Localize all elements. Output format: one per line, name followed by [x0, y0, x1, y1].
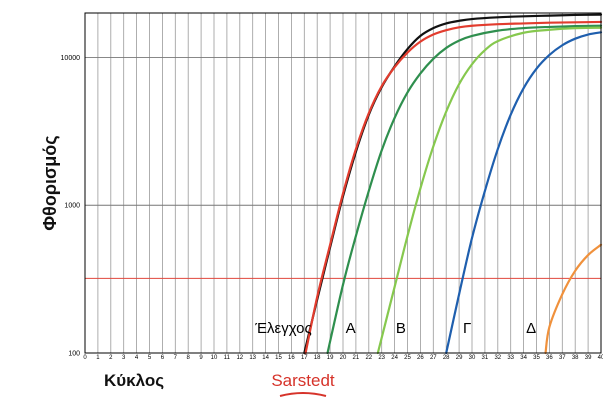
y-tick-labels: 100 1000 10000 [61, 55, 81, 358]
x-tick-label: 19 [327, 355, 334, 361]
x-tick-label: 32 [494, 355, 501, 361]
y-tick-label: 100 [68, 351, 80, 358]
x-tick-label: 1 [96, 355, 100, 361]
x-tick-label: 15 [275, 355, 282, 361]
grid [84, 13, 602, 354]
x-tick-label: 22 [365, 355, 372, 361]
brand-caption: Sarstedt [271, 371, 335, 390]
x-tick-label: 10 [211, 355, 218, 361]
x-tick-label: 8 [187, 355, 191, 361]
series-line-Γ [445, 31, 603, 355]
x-tick-label: 31 [482, 355, 489, 361]
x-axis-title: Κύκλος [104, 371, 164, 390]
series-label: B [396, 320, 406, 337]
x-tick-label: 9 [199, 355, 203, 361]
x-tick-label: 26 [417, 355, 424, 361]
x-tick-label: 23 [378, 355, 385, 361]
x-tick-label: 18 [314, 355, 321, 361]
series-label: Έλεγχος [254, 320, 312, 337]
series-line-A [326, 24, 603, 355]
x-tick-label: 7 [174, 355, 178, 361]
x-tick-label: 40 [598, 355, 603, 361]
series-label: A [346, 320, 356, 337]
series-label: Γ [463, 320, 471, 337]
x-tick-label: 24 [391, 355, 398, 361]
x-tick-label: 14 [262, 355, 269, 361]
series-line-Δ [544, 243, 603, 355]
x-tick-label: 36 [546, 355, 553, 361]
x-tick-label: 0 [83, 355, 87, 361]
x-tick-label: 37 [559, 355, 566, 361]
series-line-curve-1 [304, 20, 603, 355]
x-tick-label: 5 [148, 355, 152, 361]
plot-frame [84, 12, 602, 354]
y-tick-label: 1000 [64, 203, 80, 210]
x-tick-label: 6 [161, 355, 165, 361]
series-label: Δ [526, 320, 536, 337]
x-tick-label: 3 [122, 355, 126, 361]
series-line-B [376, 26, 603, 355]
x-tick-label: 38 [572, 355, 579, 361]
x-tick-label: 34 [520, 355, 527, 361]
x-tick-label: 28 [443, 355, 450, 361]
x-tick-label: 33 [507, 355, 514, 361]
x-tick-label: 17 [301, 355, 308, 361]
x-tick-label: 12 [236, 355, 243, 361]
x-tick-label: 35 [533, 355, 540, 361]
series-curves [303, 13, 603, 355]
x-tick-label: 20 [340, 355, 347, 361]
y-axis-title: Φθορισμός [40, 135, 60, 230]
x-tick-label: 16 [288, 355, 295, 361]
brand-swoosh [279, 392, 327, 397]
x-tick-label: 2 [109, 355, 113, 361]
x-tick-label: 25 [404, 355, 411, 361]
x-tick-label: 13 [249, 355, 256, 361]
x-tick-label: 27 [430, 355, 437, 361]
x-tick-label: 39 [585, 355, 592, 361]
series-labels: Έλεγχος A B Γ Δ [254, 320, 536, 337]
x-tick-label: 21 [353, 355, 360, 361]
x-tick-label: 29 [456, 355, 463, 361]
x-tick-label: 11 [224, 355, 231, 361]
x-tick-label: 4 [135, 355, 139, 361]
x-tick-labels: 0 1 2 3 4 5 6 7 8 9 10 11 12 13 14 15 16 17 18 19 20 21 22 23 24… [83, 355, 603, 361]
x-tick-label: 30 [469, 355, 476, 361]
y-tick-label: 10000 [61, 55, 81, 62]
series-line-Έλεγχος [303, 13, 603, 355]
